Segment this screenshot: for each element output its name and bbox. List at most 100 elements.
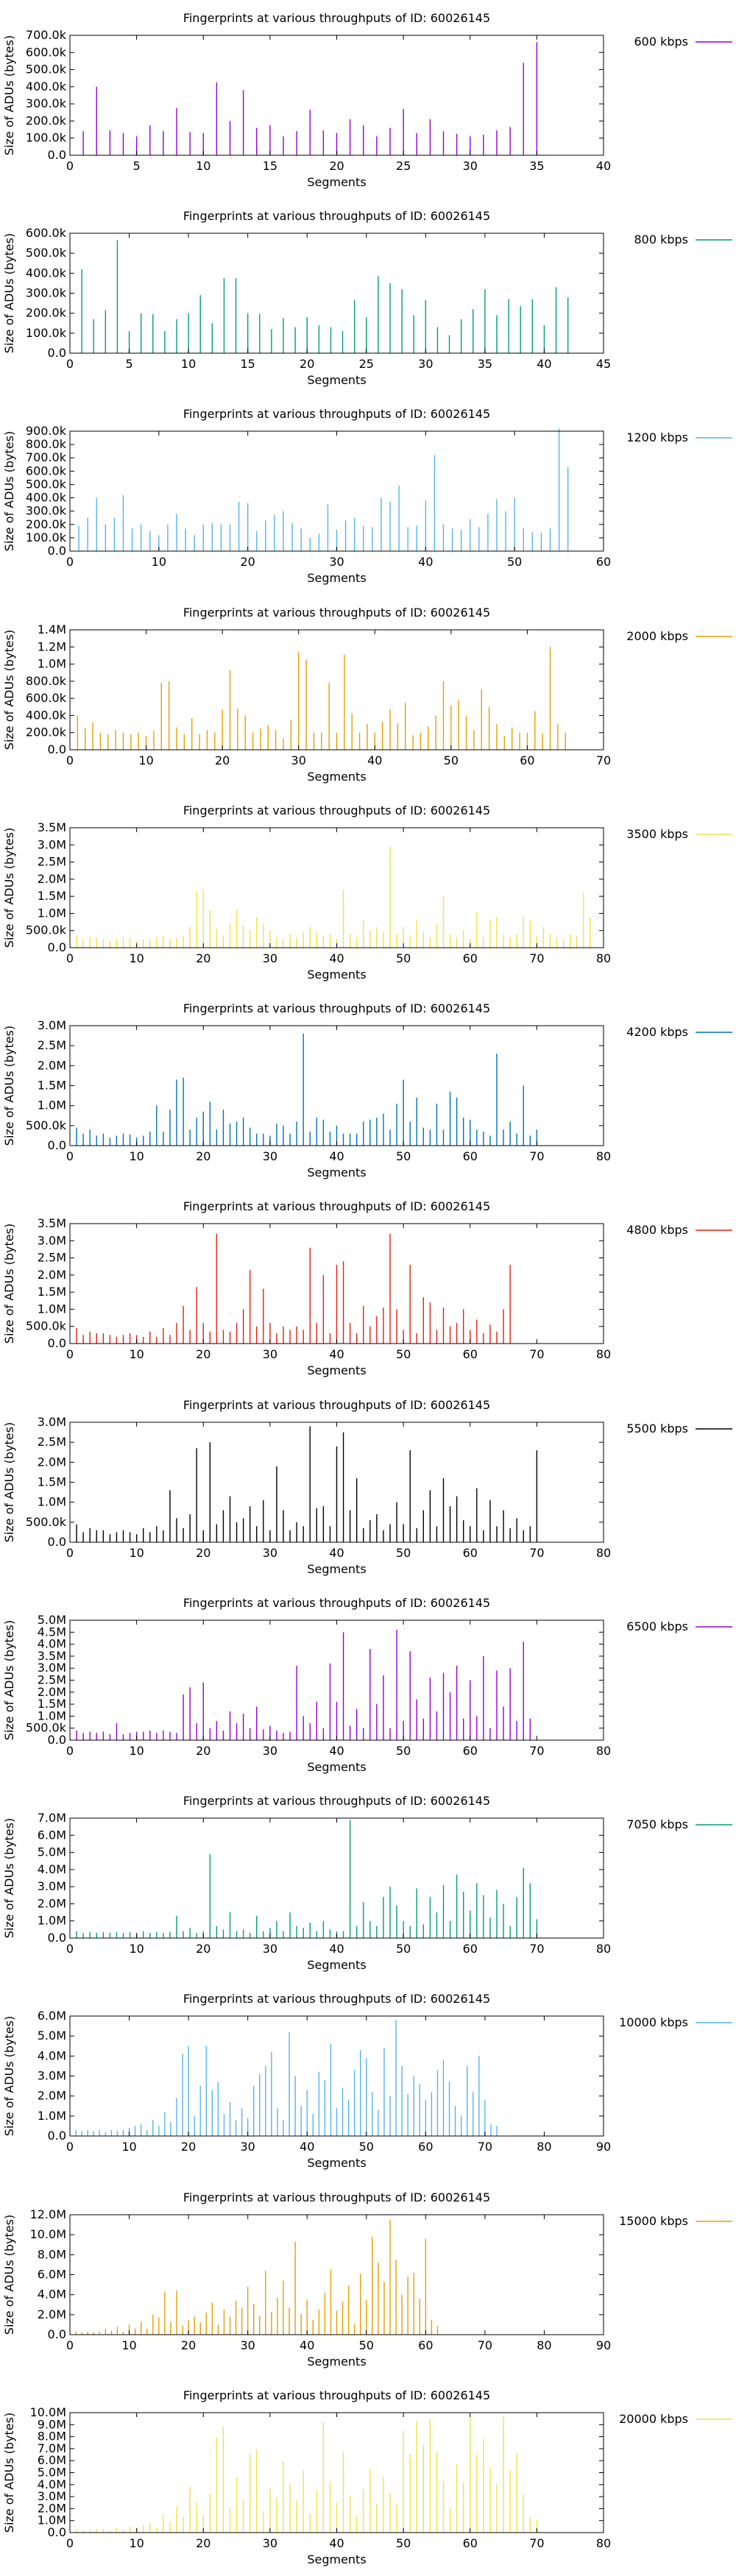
x-tick-label: 30 xyxy=(329,555,344,569)
legend-label: 5500 kbps xyxy=(626,1422,688,1436)
x-tick-label: 10 xyxy=(129,951,144,965)
y-tick-label: 600.0k xyxy=(26,691,67,705)
x-tick-label: 40 xyxy=(329,1149,344,1163)
x-tick-label: 20 xyxy=(196,951,210,965)
x-tick-label: 10 xyxy=(196,159,210,173)
y-tick-label: 900.0k xyxy=(26,424,67,438)
x-tick-label: 60 xyxy=(463,951,478,965)
y-tick-label: 300.0k xyxy=(26,504,67,518)
y-tick-label: 600.0k xyxy=(26,464,67,478)
y-tick-label: 3.0M xyxy=(38,2069,66,2083)
y-tick-label: 4.0M xyxy=(38,2288,66,2302)
x-axis-label: Segments xyxy=(307,2552,366,2566)
x-tick-label: 30 xyxy=(263,1347,277,1361)
y-tick-label: 6.0M xyxy=(38,2268,66,2282)
chart-title: Fingerprints at various throughputs of I… xyxy=(183,1992,490,2006)
y-tick-label: 5.0M xyxy=(38,2029,66,2043)
y-tick-label: 700.0k xyxy=(26,450,67,464)
y-tick-label: 0.0 xyxy=(48,742,66,756)
legend-label: 6500 kbps xyxy=(626,1619,688,1633)
x-tick-label: 40 xyxy=(367,753,382,767)
y-tick-label: 1.0M xyxy=(38,1302,66,1316)
x-tick-label: 15 xyxy=(240,357,255,371)
x-tick-label: 35 xyxy=(529,159,544,173)
x-tick-label: 50 xyxy=(396,1744,411,1758)
x-tick-label: 80 xyxy=(596,1347,611,1361)
x-tick-label: 30 xyxy=(240,2140,255,2154)
x-axis-label: Segments xyxy=(307,2156,366,2170)
y-axis-label: Size of ADUs (bytes) xyxy=(2,1026,16,1146)
x-tick-label: 15 xyxy=(263,159,277,173)
x-tick-label: 10 xyxy=(121,2140,136,2154)
y-tick-label: 2.0M xyxy=(38,2501,66,2515)
chart-title: Fingerprints at various throughputs of I… xyxy=(183,1001,490,1015)
y-tick-label: 1.5M xyxy=(38,1697,66,1711)
y-tick-label: 10.0M xyxy=(30,2405,66,2419)
x-tick-label: 40 xyxy=(300,2338,314,2352)
y-tick-label: 200.0k xyxy=(26,517,67,531)
x-tick-label: 50 xyxy=(396,1347,411,1361)
legend-label: 7050 kbps xyxy=(626,1817,688,1831)
x-tick-label: 70 xyxy=(529,1744,544,1758)
y-tick-label: 0.0 xyxy=(48,346,66,360)
x-tick-label: 5 xyxy=(125,357,132,371)
x-tick-label: 10 xyxy=(121,2338,136,2352)
plot-frame xyxy=(69,629,604,751)
y-tick-label: 1.0M xyxy=(38,1914,66,1928)
y-tick-label: 8.0M xyxy=(38,2247,66,2261)
x-tick-label: 30 xyxy=(263,1546,277,1560)
x-tick-label: 20 xyxy=(196,2536,210,2550)
x-tick-label: 25 xyxy=(396,159,411,173)
x-tick-label: 80 xyxy=(537,2140,551,2154)
y-tick-label: 2.0M xyxy=(38,2307,66,2321)
x-tick-label: 10 xyxy=(129,1942,144,1956)
y-tick-label: 2.5M xyxy=(38,1435,66,1449)
y-tick-label: 1.4M xyxy=(38,622,66,636)
x-tick-label: 20 xyxy=(329,159,344,173)
y-axis-label: Size of ADUs (bytes) xyxy=(2,1224,16,1344)
y-tick-label: 500.0k xyxy=(26,1721,67,1735)
x-tick-label: 30 xyxy=(418,357,433,371)
x-tick-label: 10 xyxy=(129,1744,144,1758)
x-tick-label: 80 xyxy=(596,1546,611,1560)
x-tick-label: 0 xyxy=(66,1546,74,1560)
y-tick-label: 3.0M xyxy=(38,1018,66,1032)
y-tick-label: 3.0M xyxy=(38,1661,66,1675)
y-tick-label: 300.0k xyxy=(26,286,67,300)
chart-panel-9: Fingerprints at various throughputs of I… xyxy=(2,1596,732,1774)
x-tick-label: 20 xyxy=(196,1149,210,1163)
y-tick-label: 4.0M xyxy=(38,1637,66,1651)
y-tick-label: 2.0M xyxy=(38,1058,66,1072)
x-tick-label: 50 xyxy=(396,951,411,965)
y-tick-label: 4.0M xyxy=(38,2477,66,2491)
x-tick-label: 30 xyxy=(240,2338,255,2352)
x-tick-label: 60 xyxy=(463,1347,478,1361)
x-tick-label: 0 xyxy=(66,1942,74,1956)
x-tick-label: 40 xyxy=(329,1942,344,1956)
x-tick-label: 70 xyxy=(529,1546,544,1560)
x-tick-label: 20 xyxy=(181,2140,196,2154)
x-tick-label: 50 xyxy=(396,1546,411,1560)
x-tick-label: 90 xyxy=(596,2140,611,2154)
x-tick-label: 70 xyxy=(529,2536,544,2550)
x-tick-label: 80 xyxy=(596,1942,611,1956)
x-tick-label: 50 xyxy=(444,753,459,767)
x-tick-label: 0 xyxy=(66,951,74,965)
y-tick-label: 500.0k xyxy=(26,923,67,937)
x-tick-label: 80 xyxy=(537,2338,551,2352)
y-axis-label: Size of ADUs (bytes) xyxy=(2,35,16,155)
legend-label: 2000 kbps xyxy=(626,629,688,643)
y-tick-label: 10.0M xyxy=(30,2227,66,2241)
chart-panel-13: Fingerprints at various throughputs of I… xyxy=(2,2388,732,2566)
y-tick-label: 1.0M xyxy=(38,2513,66,2527)
legend-label: 20000 kbps xyxy=(619,2412,688,2426)
x-tick-label: 40 xyxy=(329,951,344,965)
chart-panel-6: Fingerprints at various throughputs of I… xyxy=(2,1001,732,1179)
x-tick-label: 10 xyxy=(129,2536,144,2550)
y-tick-label: 100.0k xyxy=(26,326,67,340)
x-tick-label: 70 xyxy=(596,753,611,767)
y-tick-label: 500.0k xyxy=(26,1319,67,1333)
x-axis-label: Segments xyxy=(307,373,366,387)
x-tick-label: 0 xyxy=(66,753,74,767)
y-tick-label: 1.5M xyxy=(38,889,66,903)
